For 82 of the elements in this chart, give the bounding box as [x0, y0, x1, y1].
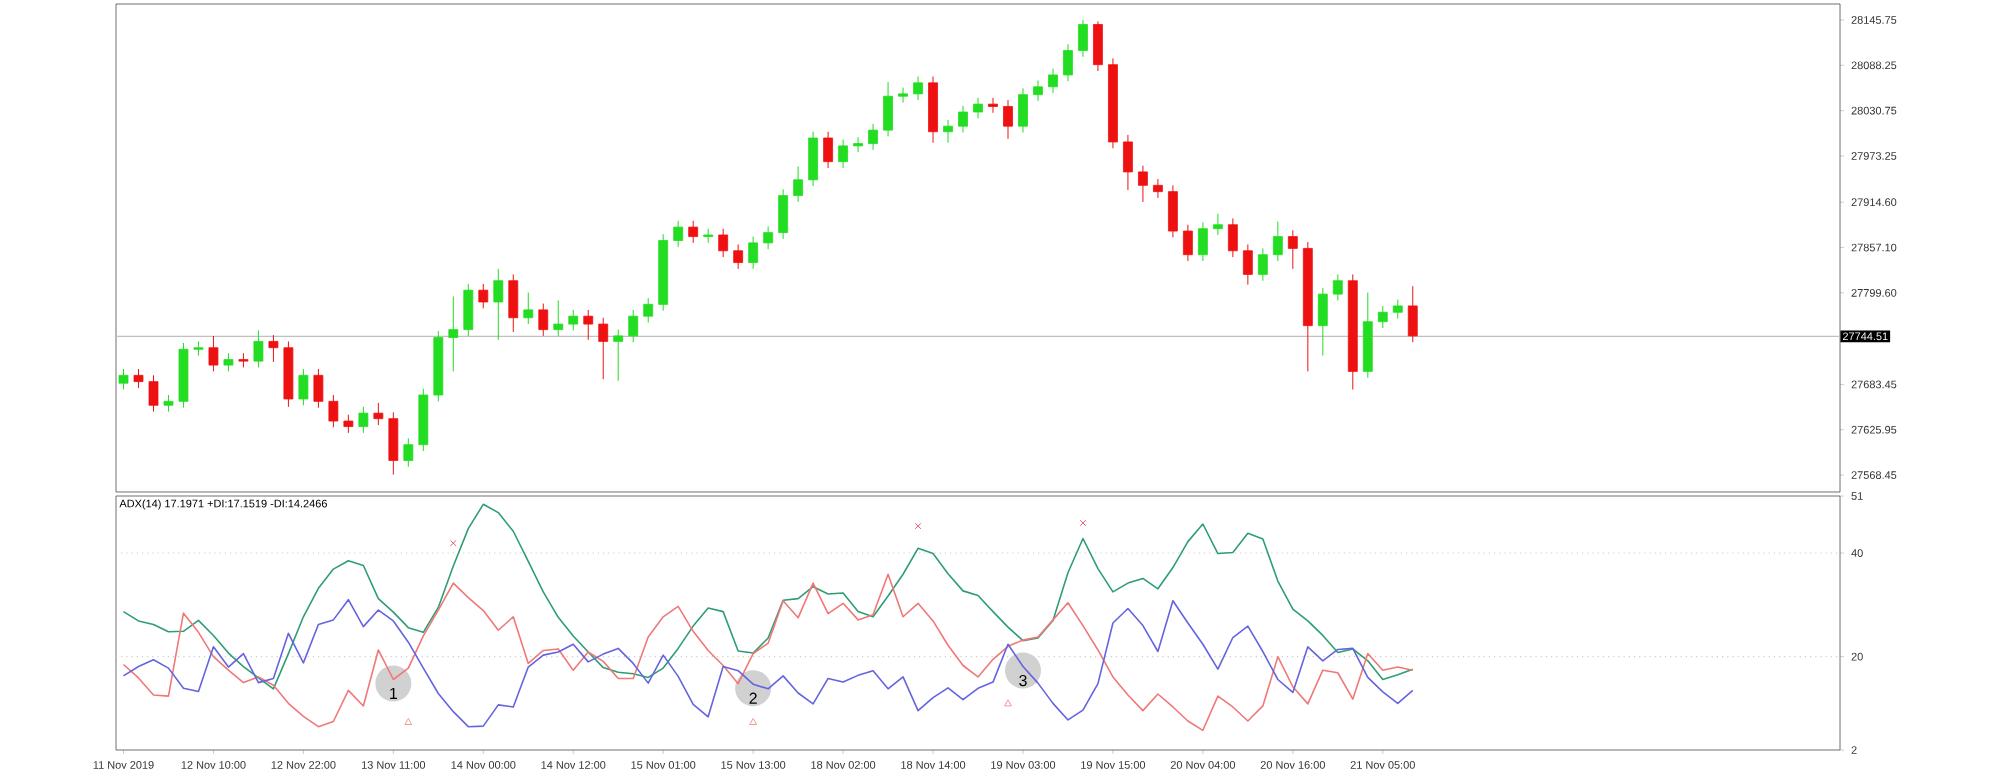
candlestick — [1197, 221, 1208, 262]
candlestick — [628, 309, 639, 343]
point — [450, 539, 457, 547]
candlestick — [853, 136, 863, 153]
candlestick — [1377, 305, 1388, 329]
candlestick — [793, 165, 804, 203]
candlestick — [268, 334, 279, 363]
candlestick — [598, 317, 609, 380]
candlestick — [673, 220, 684, 248]
line-series — [122, 598, 1414, 728]
candlestick — [898, 87, 908, 104]
candlestick — [328, 394, 339, 428]
candlestick — [1048, 68, 1058, 94]
candlestick — [643, 297, 654, 323]
candlestick — [958, 105, 968, 133]
point — [1079, 519, 1087, 527]
candlestick — [478, 283, 489, 309]
candlestick — [1272, 221, 1283, 262]
point — [914, 522, 922, 530]
candlestick — [1168, 184, 1178, 238]
candlestick — [1063, 43, 1073, 82]
candlestick — [613, 329, 624, 382]
point — [1004, 699, 1012, 707]
candlestick — [913, 76, 923, 101]
candlestick — [373, 402, 384, 426]
candlestick — [208, 335, 219, 372]
candlestick — [148, 374, 159, 413]
line-series — [122, 573, 1414, 732]
candlestick — [1033, 79, 1043, 102]
line-series — [122, 503, 1414, 690]
candlestick — [298, 368, 309, 406]
candlestick — [1183, 224, 1193, 262]
candlestick — [763, 225, 774, 250]
candlestick — [868, 123, 878, 151]
candlestick — [688, 220, 699, 244]
candlestick — [1332, 273, 1343, 301]
point — [749, 718, 757, 725]
candlestick — [1212, 213, 1223, 236]
candlestick — [973, 97, 983, 119]
candlestick — [748, 236, 759, 270]
candlestick — [388, 411, 399, 476]
candlestick — [538, 303, 549, 337]
candlestick — [463, 283, 474, 337]
candlestick — [838, 139, 848, 169]
point — [404, 718, 413, 725]
candlestick — [1138, 165, 1148, 203]
candlestick — [1018, 87, 1028, 133]
candlestick — [1242, 243, 1253, 286]
candlestick — [1078, 19, 1088, 58]
candlestick — [823, 131, 833, 169]
candlestick — [1227, 217, 1238, 258]
candlestick — [313, 368, 324, 409]
candlestick — [988, 97, 998, 114]
candlestick — [358, 406, 369, 434]
candlestick — [133, 368, 144, 389]
candlestick — [118, 368, 129, 391]
candlestick — [523, 292, 534, 325]
candlestick — [553, 299, 564, 337]
candlestick — [808, 131, 818, 187]
candlestick — [718, 228, 729, 258]
candlestick — [778, 188, 789, 240]
candlestick — [508, 273, 519, 333]
candlestick — [1392, 299, 1403, 320]
candlestick — [883, 81, 893, 137]
candlestick — [223, 352, 234, 372]
candlestick — [343, 414, 354, 434]
candlestick — [943, 119, 953, 144]
candlestick — [1257, 247, 1268, 282]
candlestick — [568, 309, 579, 331]
candlestick — [1317, 287, 1328, 357]
candlestick — [253, 329, 264, 368]
candlestick — [1123, 134, 1133, 191]
candlestick — [493, 268, 504, 341]
candlestick — [403, 437, 414, 468]
candlestick — [1287, 229, 1298, 270]
candlestick — [1093, 20, 1103, 72]
candlestick — [1407, 285, 1418, 343]
candlestick — [448, 295, 459, 372]
candlestick — [733, 243, 744, 270]
candlestick — [1003, 99, 1013, 140]
candlestick — [1153, 178, 1163, 199]
candlestick — [583, 309, 594, 341]
